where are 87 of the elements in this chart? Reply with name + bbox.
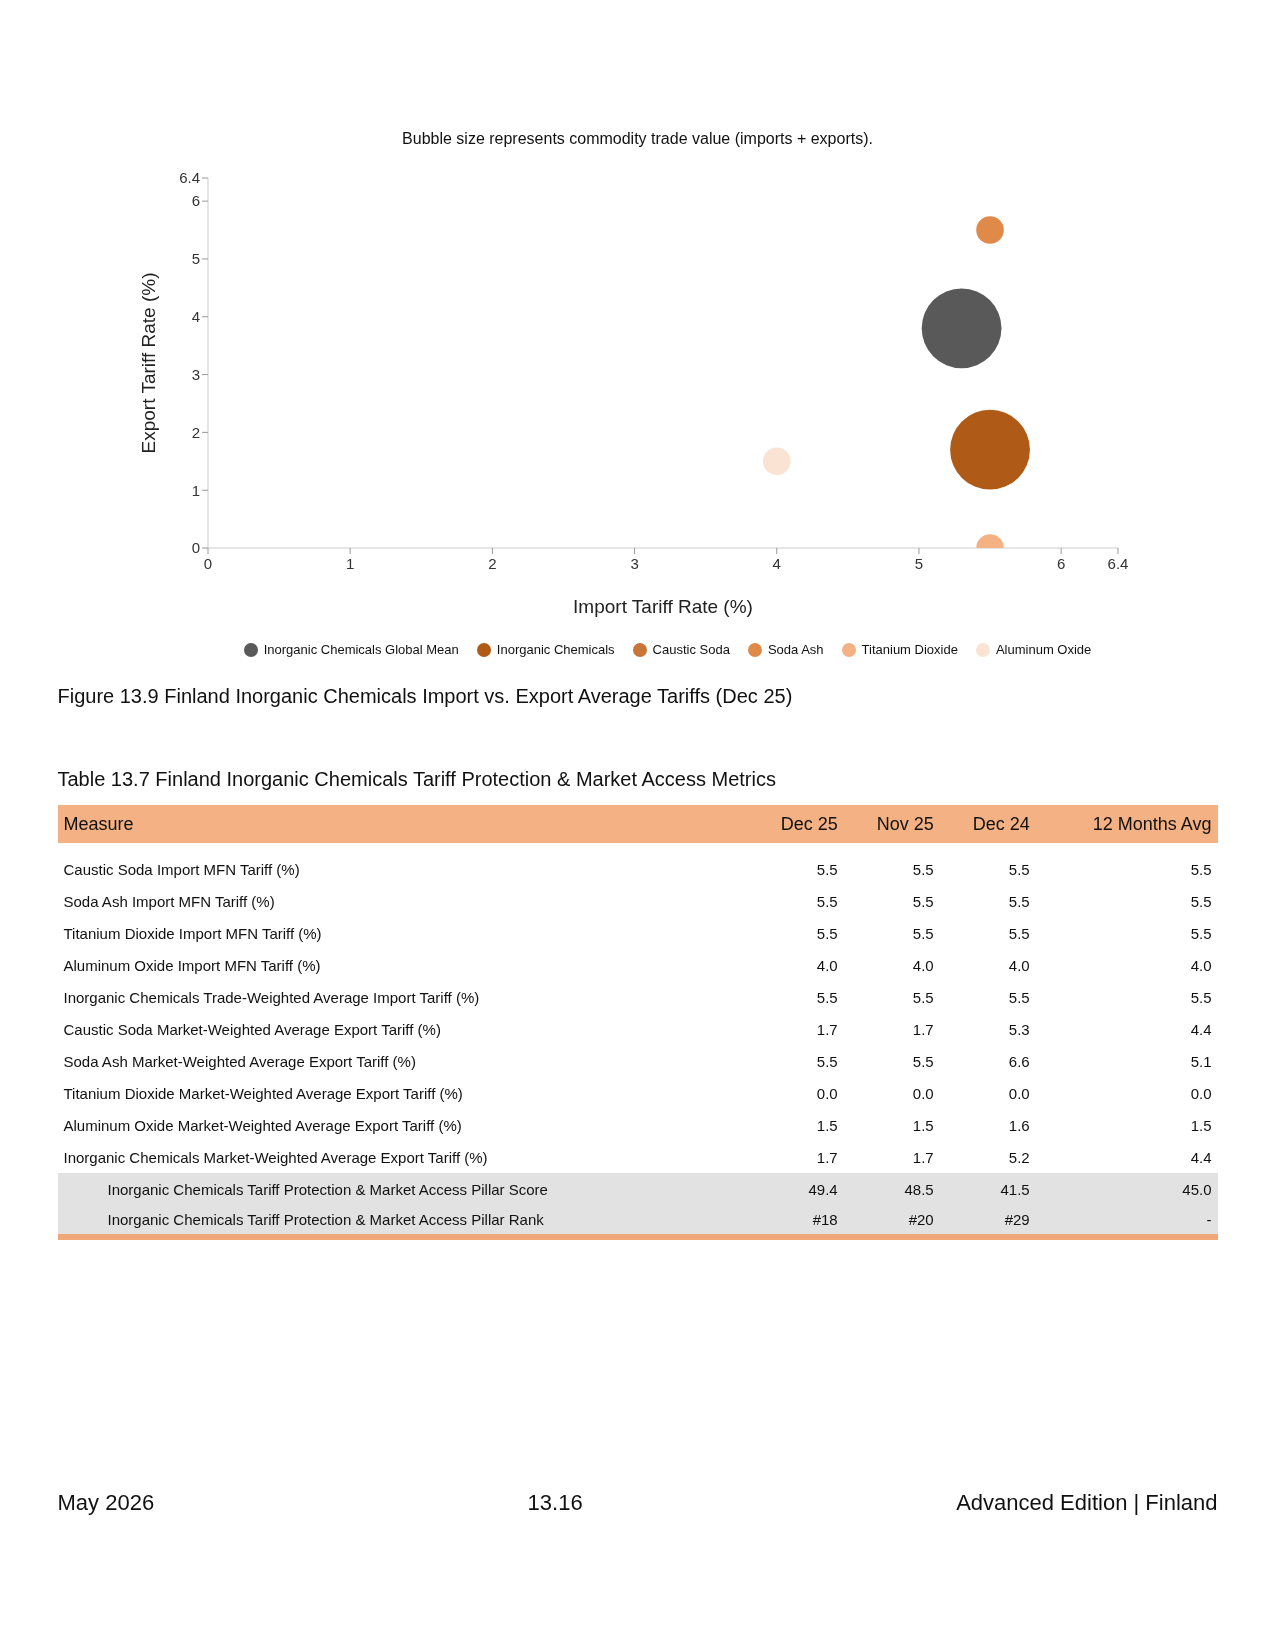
text: 5.5 [816,1052,838,1070]
text: 0.0 [1190,1084,1212,1102]
text: 5.1 [1190,1052,1212,1070]
category-label: Caustic Soda Market-Weighted Average Export Tariff (%) [63,1020,441,1038]
x-tick-label: 1 [345,554,354,572]
chart-subtitle: Bubble size represents commodity trade value (imports + exports). [401,130,874,148]
text: 0.0 [1008,1084,1030,1102]
text: 6.6 [1008,1052,1030,1070]
legend-label: Inorganic Chemicals Global Mean [263,642,459,657]
y-tick-label: 3 [191,365,200,383]
text: 5.5 [1008,892,1030,910]
x-tick-label: 6.4 [1107,554,1128,572]
legend-label: Titanium Dioxide [861,642,958,657]
text: 1.7 [912,1148,934,1166]
text: 5.5 [1008,924,1030,942]
text: 4.0 [1008,956,1030,974]
category-label: Titanium Dioxide Import MFN Tariff (%) [63,924,322,942]
legend-label: Caustic Soda [652,642,730,657]
text: 5.5 [912,988,934,1006]
text: 4.4 [1190,1020,1212,1038]
text: 5.5 [816,988,838,1006]
y-tick-label: 2 [191,423,200,441]
text: 0.0 [816,1084,838,1102]
text: 4.0 [912,956,934,974]
text: 1.6 [1008,1116,1030,1134]
x-axis-title: Import Tariff Rate (%) [572,596,753,617]
legend-label: Aluminum Oxide [995,642,1092,657]
text: 13.16 [527,1490,583,1516]
text: 5.5 [912,924,934,942]
text: 5.5 [1190,924,1212,942]
text: 4.4 [1190,1148,1212,1166]
text: 5.5 [816,860,838,878]
shaded-table-row: Inorganic Chemicals Tariff Protection & Market Access Pillar Rank #18 #20 #29 - [57,1205,1218,1237]
text: 1.5 [816,1116,838,1134]
text: Table 13.7 Finland Inorganic Chemicals Tariff Protection & Market Access Metrics [57,768,777,791]
category-label: Soda Ash Market-Weighted Average Export Tariff (%) [63,1052,416,1070]
text: 0.0 [912,1084,934,1102]
text: 5.2 [1008,1148,1030,1166]
text: 4.0 [1190,956,1212,974]
x-tick-label: 3 [629,554,639,572]
legend-label: Inorganic Chemicals [496,642,615,657]
text: 5.5 [912,892,934,910]
text: 5.5 [912,1052,934,1070]
category-label: Soda Ash Import MFN Tariff (%) [63,892,275,910]
text: 5.3 [1008,1020,1030,1038]
x-tick-label: 5 [914,554,923,572]
text: Advanced Edition | Finland [956,1490,1218,1516]
category-label: Aluminum Oxide Import MFN Tariff (%) [63,956,321,974]
text: 5.5 [816,924,838,942]
text: May 2026 [57,1490,155,1516]
x-tick-label: 0 [203,554,212,572]
category-label: Dec 25 [779,812,839,836]
y-tick-label: 0 [191,539,200,557]
text: 5.5 [1190,892,1212,910]
y-tick-label: 6 [191,192,200,210]
text: Measure [63,813,134,834]
category-label: Titanium Dioxide Market-Weighted Average Export Tariff (%) [63,1084,463,1102]
y-tick-label: 4 [191,308,200,326]
category-label: Inorganic Chemicals Market-Weighted Average Export Tariff (%) [63,1148,488,1166]
category-label: Dec 24 [971,812,1031,836]
y-tick-label: 6.4 [178,169,200,187]
category-label: Inorganic Chemicals Trade-Weighted Average Import Tariff (%) [63,988,480,1006]
category-label: Caustic Soda Import MFN Tariff (%) [63,860,300,878]
text: 5.5 [816,892,838,910]
text: 5.5 [1190,988,1212,1006]
category-label: Nov 25 [875,812,935,836]
category-label: 12 Months Avg [1091,812,1213,836]
legend-label: Soda Ash [767,642,824,657]
x-tick-label: 2 [487,554,497,572]
x-tick-label: 4 [772,554,781,572]
text: 1.5 [1190,1116,1212,1134]
text: Figure 13.9 Finland Inorganic Chemicals Import vs. Export Average Tariffs (Dec 25) [57,685,794,708]
text: 4.0 [816,956,838,974]
shaded-table-row: Inorganic Chemicals Tariff Protection & Market Access Pillar Score 49.4 48.5 41.5 45.0 [57,1173,1218,1205]
text: 1.7 [912,1020,934,1038]
text: 1.5 [912,1116,934,1134]
y-axis-title: Export Tariff Rate (%) [137,272,159,454]
x-tick-label: 6 [1056,554,1065,572]
text: 1.7 [816,1020,838,1038]
text: 5.5 [1190,860,1212,878]
y-tick-label: 1 [191,481,200,499]
text: 5.5 [1008,860,1030,878]
text: 1.7 [816,1148,838,1166]
text: 5.5 [912,860,934,878]
category-label: Aluminum Oxide Market-Weighted Average Export Tariff (%) [63,1116,462,1134]
y-tick-label: 5 [191,250,200,268]
text: 5.5 [1008,988,1030,1006]
